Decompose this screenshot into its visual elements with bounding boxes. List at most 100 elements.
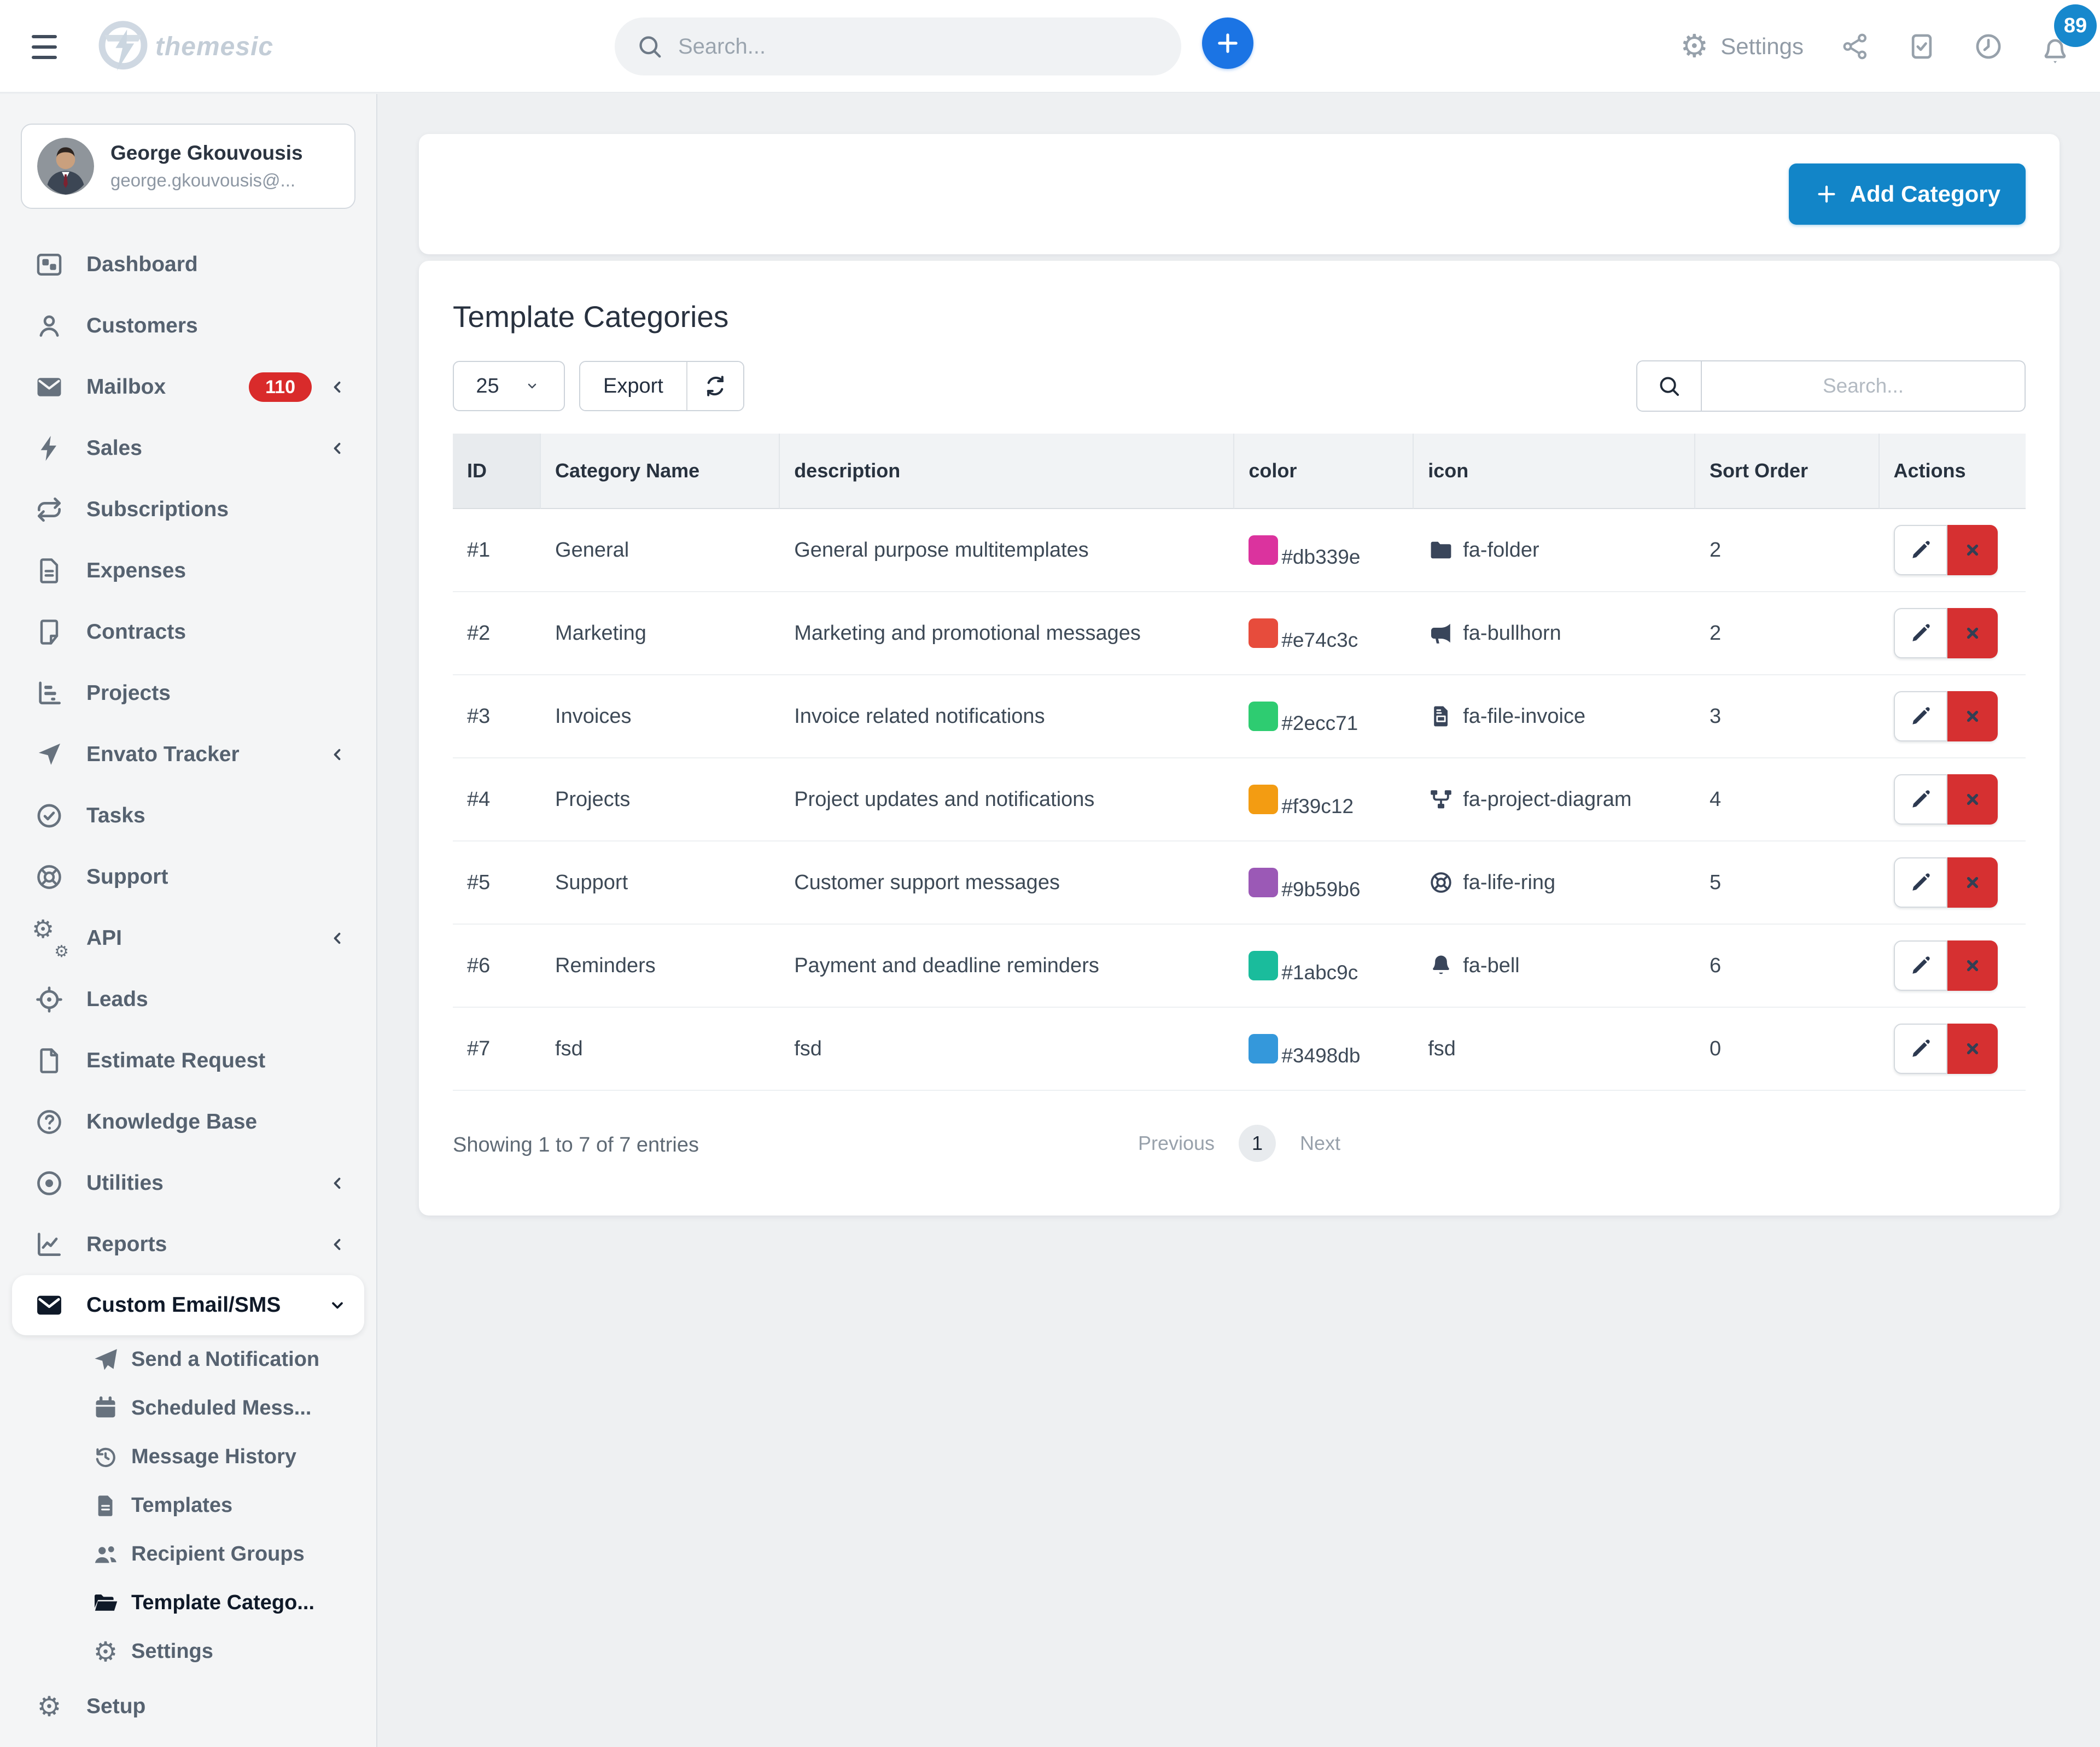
sidebar-item-knowledge-base[interactable]: Knowledge Base [0, 1091, 376, 1153]
cell-color: #3498db [1234, 1008, 1414, 1091]
sidebar-item-setup[interactable]: ⚙ Setup [0, 1676, 376, 1737]
sidebar-item-sales[interactable]: Sales [0, 418, 376, 479]
pencil-icon [1912, 790, 1930, 808]
tasks-check-icon[interactable] [1906, 31, 1937, 62]
sidebar-item-scheduled-mess[interactable]: Scheduled Mess... [0, 1384, 376, 1433]
page-title: Template Categories [453, 300, 729, 334]
sidebar-item-contracts[interactable]: Contracts [0, 601, 376, 663]
x-icon [1967, 710, 1978, 722]
color-swatch [1249, 702, 1279, 731]
project-diagram-icon [1428, 786, 1454, 813]
notifications-button[interactable]: 89 [2040, 4, 2097, 65]
sidebar-item-mailbox[interactable]: Mailbox 110 [0, 357, 376, 418]
add-category-button[interactable]: Add Category [1788, 163, 2026, 225]
pagination-next[interactable]: Next [1300, 1132, 1341, 1154]
color-swatch [1249, 1034, 1279, 1064]
edit-button[interactable] [1893, 857, 1947, 908]
menu-button[interactable] [32, 32, 66, 62]
delete-button[interactable] [1947, 691, 1998, 741]
delete-button[interactable] [1947, 940, 1998, 991]
column-header-category-name[interactable]: Category Name [541, 434, 780, 509]
edit-button[interactable] [1893, 940, 1947, 991]
pagination-page-1[interactable]: 1 [1239, 1125, 1276, 1162]
pencil-icon [1912, 624, 1930, 641]
sidebar-item-subscriptions[interactable]: Subscriptions [0, 479, 376, 540]
table-row-reminders: #6 Reminders Payment and deadline reminder… [453, 925, 2026, 1008]
edit-button[interactable] [1893, 525, 1947, 575]
column-header-actions[interactable]: Actions [1879, 434, 2026, 509]
support-icon [34, 862, 65, 892]
table-search-input[interactable] [1702, 360, 2026, 412]
cell-icon: fa-bullhorn [1414, 592, 1696, 675]
column-header-color[interactable]: color [1234, 434, 1414, 509]
sidebar-item-templates[interactable]: Templates [0, 1481, 376, 1530]
column-header-id[interactable]: ID [453, 434, 541, 509]
global-search-input[interactable] [678, 34, 1160, 59]
cell-sort-order: 2 [1695, 509, 1880, 592]
entries-summary: Showing 1 to 7 of 7 entries [453, 1133, 699, 1156]
delete-button[interactable] [1947, 608, 1998, 658]
table-search-button[interactable] [1636, 360, 1702, 412]
cell-actions [1879, 509, 2026, 592]
sidebar-item-api[interactable]: ⚙ ⚙ API [0, 908, 376, 969]
sidebar-item-settings[interactable]: ⚙ Settings [0, 1627, 376, 1676]
column-header-sort-order[interactable]: Sort Order [1695, 434, 1880, 509]
cell-id: #6 [453, 925, 541, 1008]
delete-button[interactable] [1947, 525, 1998, 575]
delete-button[interactable] [1947, 1024, 1998, 1074]
cell-description: General purpose multitemplates [780, 509, 1235, 592]
pagination-previous[interactable]: Previous [1138, 1132, 1215, 1154]
user-email: george.gkouvousis@... [110, 170, 296, 190]
edit-button[interactable] [1893, 774, 1947, 825]
sidebar-item-utilities[interactable]: Utilities [0, 1153, 376, 1214]
sidebar-item-custom-email-sms[interactable]: Custom Email/SMS [12, 1275, 364, 1335]
sidebar-item-leads[interactable]: Leads [0, 969, 376, 1030]
delete-button[interactable] [1947, 857, 1998, 908]
sidebar-item-template-catego[interactable]: Template Catego... [0, 1579, 376, 1627]
settings-menu[interactable]: ⚙ Settings [1679, 31, 1804, 62]
x-icon [1967, 1043, 1978, 1055]
chevron-left-icon [334, 1238, 341, 1251]
column-header-icon[interactable]: icon [1414, 434, 1696, 509]
user-profile-card[interactable]: George Gkouvousis george.gkouvousis@... [21, 124, 355, 209]
page-size-select[interactable]: 25 [453, 361, 565, 411]
cell-color: #2ecc71 [1234, 675, 1414, 758]
sidebar-item-label: Contracts [86, 620, 186, 644]
sidebar-item-dashboard[interactable]: Dashboard [0, 234, 376, 295]
chevron-down-icon [528, 383, 536, 389]
export-button[interactable]: Export [580, 362, 686, 410]
sidebar-item-label: Sales [86, 436, 142, 460]
sidebar-item-envato-tracker[interactable]: Envato Tracker [0, 724, 376, 785]
edit-button[interactable] [1893, 608, 1947, 658]
global-search [615, 17, 1181, 75]
edit-button[interactable] [1893, 691, 1947, 741]
sidebar-item-recipient-groups[interactable]: Recipient Groups [0, 1530, 376, 1579]
sidebar-item-expenses[interactable]: Expenses [0, 540, 376, 601]
color-hex: #e74c3c [1281, 629, 1358, 651]
color-swatch [1249, 535, 1279, 565]
cell-actions [1879, 842, 2026, 925]
sidebar-item-projects[interactable]: Projects [0, 663, 376, 724]
icon-label: fa-bell [1463, 954, 1520, 977]
sidebar-item-tasks[interactable]: Tasks [0, 785, 376, 846]
column-header-description[interactable]: description [780, 434, 1235, 509]
sidebar-item-support[interactable]: Support [0, 846, 376, 908]
refresh-button[interactable] [686, 362, 743, 410]
share-icon[interactable] [1840, 31, 1870, 62]
cell-description: Payment and deadline reminders [780, 925, 1235, 1008]
sidebar-item-reports[interactable]: Reports [0, 1214, 376, 1275]
brand-logo[interactable]: themesic [93, 13, 273, 80]
clock-icon[interactable] [1973, 31, 2004, 62]
delete-button[interactable] [1947, 774, 1998, 825]
cell-category-name: Invoices [541, 675, 780, 758]
sidebar-item-send-a-notification[interactable]: Send a Notification [0, 1335, 376, 1384]
edit-button[interactable] [1893, 1024, 1947, 1074]
expenses-icon [34, 556, 65, 586]
sidebar-item-message-history[interactable]: Message History [0, 1433, 376, 1481]
sidebar-item-customers[interactable]: Customers [0, 295, 376, 357]
sidebar-item-estimate-request[interactable]: Estimate Request [0, 1030, 376, 1091]
quick-add-button[interactable] [1202, 17, 1253, 69]
sidebar-item-label: Setup [86, 1695, 146, 1718]
icon-label: fa-bullhorn [1463, 621, 1561, 645]
folder-icon [1428, 537, 1454, 563]
